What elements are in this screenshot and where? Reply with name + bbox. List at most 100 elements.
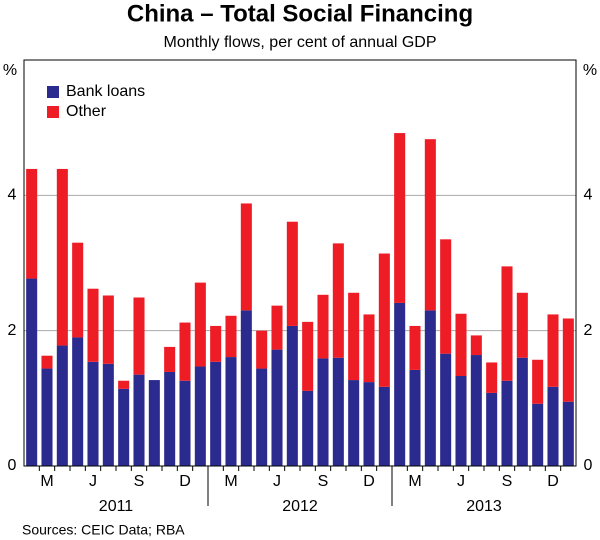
bar-segment: [455, 313, 467, 377]
bar-segment: [26, 278, 38, 466]
bar-segment: [440, 353, 452, 466]
bar-segment: [240, 310, 252, 466]
bar-segment: [87, 288, 99, 362]
bar-segment: [41, 368, 53, 466]
bar-segment: [225, 357, 237, 466]
bar-segment: [332, 357, 344, 466]
bar-segment: [286, 221, 298, 326]
bar-segment: [348, 380, 360, 466]
legend-label: Other: [66, 103, 107, 120]
bar-segment: [194, 366, 206, 466]
bar-segment: [133, 374, 145, 466]
x-tick-label: J: [457, 473, 465, 490]
bar-segment: [256, 368, 268, 466]
bar-segment: [286, 325, 298, 466]
bar-segment: [378, 386, 390, 466]
y-tick-label: 0: [8, 457, 17, 474]
bar-segment: [532, 359, 544, 404]
bar-segment: [455, 376, 467, 466]
bar-segment: [56, 345, 68, 466]
y-tick-label: 4: [8, 187, 17, 204]
bar-segment: [394, 302, 406, 466]
bar-segment: [41, 355, 53, 369]
bar-segment: [164, 346, 176, 372]
x-tick-label: J: [89, 473, 97, 490]
bar-segment: [440, 239, 452, 354]
x-tick-label: J: [273, 473, 281, 490]
bar-segment: [547, 314, 559, 387]
bar-segment: [363, 314, 375, 383]
bar-segment: [562, 318, 574, 402]
bar-segment: [501, 380, 513, 466]
x-tick-label: M: [408, 473, 421, 490]
chart-title: China – Total Social Financing: [127, 0, 473, 27]
bar-segment: [225, 315, 237, 358]
bar-segment: [302, 390, 314, 466]
y-unit-right: %: [583, 62, 597, 79]
bar-segment: [210, 325, 222, 362]
year-label: 2011: [99, 498, 134, 515]
bar-segment: [72, 337, 84, 466]
bar-segment: [424, 139, 436, 311]
source-note: Sources: CEIC Data; RBA: [22, 522, 185, 538]
bar-segment: [394, 133, 406, 303]
bar-segment: [26, 168, 38, 279]
x-tick-label: D: [363, 473, 375, 490]
legend-swatch: [47, 86, 59, 98]
x-tick-label: S: [134, 473, 145, 490]
bar-segment: [56, 168, 68, 346]
x-tick-label: S: [502, 473, 513, 490]
bar-segment: [302, 321, 314, 391]
bar-segment: [72, 242, 84, 338]
y-tick-label: 2: [8, 322, 17, 339]
y-tick-label-right: 4: [584, 187, 593, 204]
bar-segment: [332, 243, 344, 358]
bar-segment: [501, 266, 513, 381]
bar-segment: [409, 325, 421, 370]
bar-segment: [148, 380, 160, 466]
bar-segment: [409, 369, 421, 466]
x-tick-label: D: [547, 473, 559, 490]
bar-segment: [486, 392, 498, 466]
x-tick-label: M: [40, 473, 53, 490]
bar-segment: [271, 305, 283, 350]
bar-segment: [271, 349, 283, 466]
x-tick-label: M: [224, 473, 237, 490]
bar-segment: [363, 382, 375, 466]
bar-segment: [118, 380, 130, 389]
bar-segment: [547, 386, 559, 466]
legend-label: Bank loans: [66, 83, 145, 100]
bar-segment: [516, 357, 528, 466]
bar-segment: [179, 322, 191, 381]
bar-segment: [516, 292, 528, 358]
bar-segment: [317, 358, 329, 466]
x-tick-label: D: [179, 473, 191, 490]
chart-subtitle: Monthly flows, per cent of annual GDP: [163, 34, 436, 51]
x-tick-label: S: [318, 473, 329, 490]
bar-segment: [102, 295, 114, 364]
bar-segment: [87, 361, 99, 466]
y-tick-label-right: 2: [584, 322, 593, 339]
bar-segment: [470, 335, 482, 356]
bar-segment: [118, 388, 130, 466]
bar-segment: [348, 292, 360, 381]
bar-segment: [378, 253, 390, 387]
bar-segment: [210, 361, 222, 466]
y-tick-label-right: 0: [584, 457, 593, 474]
year-label: 2012: [282, 498, 318, 515]
legend-swatch: [47, 106, 59, 118]
bar-segment: [164, 371, 176, 466]
bar-segment: [240, 203, 252, 311]
bar-segment: [133, 297, 145, 375]
bar-segment: [562, 401, 574, 466]
bar-segment: [424, 310, 436, 466]
bar-segment: [470, 355, 482, 466]
bar-segment: [256, 330, 268, 369]
bar-segment: [194, 282, 206, 367]
bar-segment: [102, 363, 114, 466]
year-label: 2013: [466, 498, 502, 515]
bar-segment: [179, 380, 191, 466]
y-unit-left: %: [3, 62, 17, 79]
bar-segment: [486, 362, 498, 393]
